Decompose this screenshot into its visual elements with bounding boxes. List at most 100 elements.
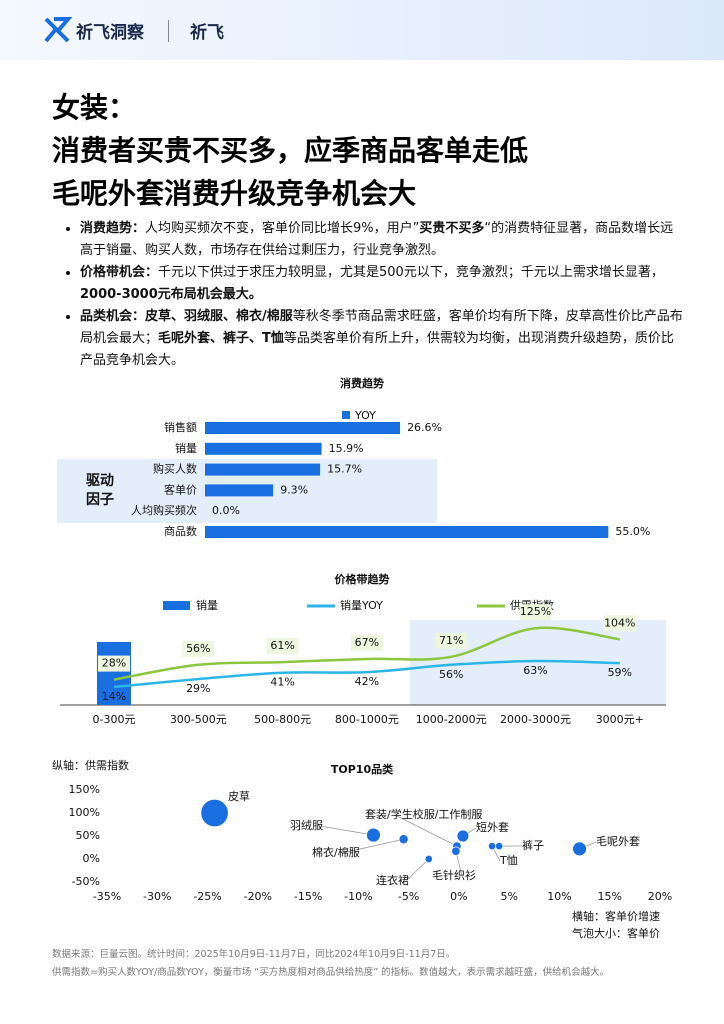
line [113, 626, 620, 681]
category-label: 2000-3000元 [500, 713, 571, 726]
category-label: 500-800元 [254, 713, 311, 726]
bullet-text: 人均购买频次不变，客单价同比增长9%，用户” [145, 221, 420, 236]
y-axis-label: 纵轴：供需指数 [52, 758, 129, 772]
category-label: 销量 [175, 441, 197, 455]
x-tick-label: 0% [450, 890, 467, 903]
value-label: 9.3% [280, 483, 308, 496]
label-box [435, 632, 468, 649]
point-label: 皮草 [228, 790, 250, 803]
x-tick-label: 5% [500, 890, 517, 903]
value-label: 28% [102, 657, 126, 670]
highlight [410, 620, 666, 705]
value-label: 125% [520, 605, 551, 618]
title-line: 毛呢外套消费升级竞争机会大 [52, 177, 417, 210]
bullet-text: 毛呢外套、裤子、T恤 [158, 331, 284, 346]
point-label: T恤 [499, 854, 518, 867]
point-label: 羽绒服 [290, 819, 323, 832]
bullet-text: 买贵不买多 [419, 221, 485, 236]
value-label: 15.7% [327, 463, 362, 476]
value-label: 59% [608, 666, 632, 679]
brand2: 祈飞 [190, 23, 224, 43]
bubble [451, 846, 461, 856]
category-label: 3000元+ [596, 713, 644, 726]
bullet-text: 皮草、羽绒服、棉衣/棉服 [145, 309, 293, 324]
x-tick-label: 20% [648, 890, 672, 903]
value-label: 61% [270, 639, 294, 652]
x-axis-label: 横轴：客单价增速 [572, 909, 660, 923]
label-box [266, 638, 299, 655]
value-label: 0.0% [212, 504, 240, 517]
bullet: 品类机会：皮草、羽绒服、棉衣/棉服等秋冬季节商品需求旺盛，客单价均有所下降，皮草… [80, 306, 686, 372]
bullets: 消费趋势：人均购买频次不变，客单价同比增长9%，用户”买贵不买多“的消费特征显著… [60, 218, 686, 372]
footer-note: 供需指数=购买人数YOY/商品数YOY，衡量市场 “买方热度相对商品供给热度” … [52, 967, 610, 978]
header: 祈飞洞察 祈飞 [0, 0, 724, 60]
y-tick-label: 150% [69, 783, 100, 796]
bullet: 价格带机会：千元以下供过于求压力较明显，尤其是500元以下，竞争激烈；千元以上需… [80, 262, 686, 306]
bullet-text: 等秋冬季节商品需求旺盛，客单价均有所下降，皮草高性价比产品布局机会最大； [80, 309, 683, 346]
point-label: 棉衣/棉服 [312, 845, 360, 859]
annotation: 驱动因子 [86, 473, 114, 508]
leader-line [319, 825, 374, 836]
point-label: 毛呢外套 [596, 835, 640, 848]
value-label: 71% [439, 634, 463, 647]
chart-title: 消费趋势 [340, 376, 384, 390]
label-box [182, 640, 215, 657]
value-label: 26.6% [407, 421, 442, 434]
legend-label: YOY [354, 409, 376, 422]
value-label: 67% [355, 636, 379, 649]
x-tick-label: -15% [294, 890, 322, 903]
bar [205, 422, 401, 434]
x-tick-label: -10% [344, 890, 372, 903]
bubble [424, 854, 433, 864]
legend-swatch [342, 411, 350, 419]
category-label: 购买人数 [153, 462, 197, 476]
x-tick-label: -5% [398, 890, 419, 903]
bubble [200, 798, 229, 828]
x-tick-label: 10% [547, 890, 571, 903]
title-line: 消费者买贵不买多，应季商品客单走低 [52, 134, 529, 167]
category-label: 销售额 [164, 420, 197, 434]
title-line: 女装： [52, 91, 137, 124]
bar [205, 463, 321, 476]
value-label: 29% [186, 682, 210, 695]
bullet-text: 价格带机会： [80, 265, 159, 280]
point-label: 短外套 [476, 820, 509, 834]
divider [168, 20, 169, 42]
y-tick-label: 0% [83, 852, 100, 865]
bubble [494, 841, 504, 851]
category-label: 商品数 [164, 524, 197, 538]
leader-line [341, 838, 404, 854]
bubble [398, 834, 409, 845]
bar [205, 526, 609, 538]
value-label: 42% [355, 675, 379, 688]
value-label: 55.0% [615, 525, 650, 538]
bullet-text: 等品类客单价有所上升，供需较为均衡，出现消费升级趋势，质价比产品竞争机会大。 [80, 331, 674, 368]
leader-line [394, 814, 458, 847]
point-label: 连衣裙 [376, 873, 409, 887]
label-box [519, 604, 552, 621]
bubble [487, 841, 497, 851]
label-box [350, 634, 383, 651]
x-tick-label: -25% [193, 890, 221, 903]
bar [205, 484, 274, 497]
y-tick-label: 50% [76, 829, 100, 842]
point-label: 套装/学生校服/工作制服 [365, 807, 482, 821]
logo-icon [44, 17, 72, 43]
category-label: 300-500元 [170, 713, 227, 726]
value-label: 56% [186, 642, 210, 655]
y-tick-label: -50% [72, 875, 100, 888]
leader-line [405, 858, 430, 882]
bubble [572, 841, 587, 857]
bullet-text: “的消费特征显著，商品数增长远高于销量、购买人数，市场存在供给过剩压力，行业竞争… [80, 221, 674, 258]
x-tick-label: -30% [143, 890, 171, 903]
legend-swatch [163, 601, 190, 610]
category-label: 客单价 [164, 482, 197, 496]
size-label: 气泡大小：客单价 [572, 926, 660, 940]
title: 女装： 消费者买贵不买多，应季商品客单走低 毛呢外套消费升级竞争机会大 [52, 86, 528, 215]
value-label: 104% [604, 616, 635, 629]
value-label: 63% [523, 664, 547, 677]
bullet-text: 千元以下供过于求压力较明显，尤其是500元以下，竞争激烈；千元以上需求增长显著， [158, 265, 664, 280]
bullet: 消费趋势：人均购买频次不变，客单价同比增长9%，用户”买贵不买多“的消费特征显著… [80, 218, 686, 262]
bubble [366, 827, 381, 843]
